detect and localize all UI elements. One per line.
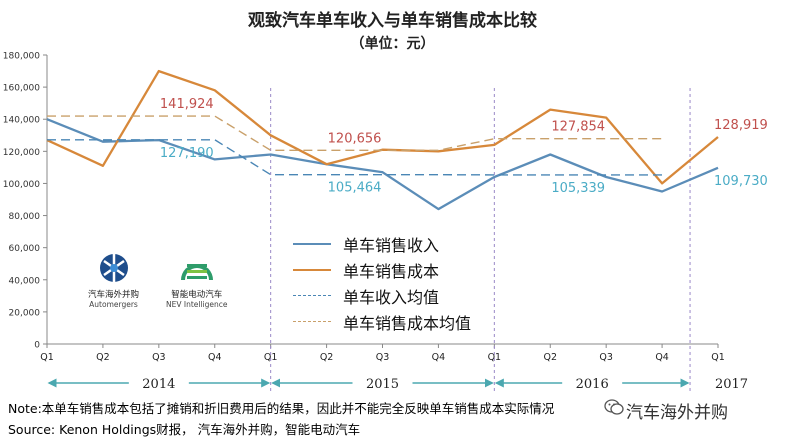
data-label: 105,339: [551, 181, 605, 196]
data-label: 127,190: [160, 146, 214, 161]
chart-subtitle: （单位：元）: [350, 36, 435, 52]
nev-logo-en: NEV Intelligence: [166, 300, 228, 309]
footnote: Note:本单车销售成本包括了摊销和折旧费用后的结果，因此并不能完全反映单车销售…: [8, 401, 555, 416]
automergers-logo-cn: 汽车海外并购: [88, 290, 140, 300]
y-tick-label: 20,000: [9, 308, 41, 318]
x-tick-label: Q3: [599, 352, 613, 363]
series-line-2: [47, 139, 663, 176]
x-tick-label: Q1: [711, 352, 725, 363]
x-tick-label: Q2: [96, 352, 110, 363]
data-label: 120,656: [328, 131, 382, 146]
y-tick-label: 60,000: [9, 244, 41, 254]
data-label: 127,854: [551, 120, 605, 135]
automergers-logo-icon: [99, 254, 128, 282]
nev-logo: 智能电动汽车 NEV Intelligence: [166, 252, 228, 309]
year-label: 2016: [576, 377, 609, 392]
y-tick-label: 180,000: [3, 52, 40, 62]
y-tick-label: 100,000: [3, 180, 40, 190]
y-tick-label: 160,000: [3, 84, 40, 94]
x-tick-label: Q1: [40, 352, 54, 363]
legend-swatch-revenue: [293, 243, 331, 245]
data-label: 109,730: [714, 174, 768, 189]
year-label: 2017: [715, 377, 748, 392]
data-label: 128,919: [714, 118, 768, 133]
x-tick-label: Q4: [655, 352, 669, 363]
series-line-1: [46, 69, 719, 185]
data-label: 141,924: [160, 97, 214, 112]
x-tick-label: Q1: [488, 352, 502, 363]
axes: 0 20,000 40,000 60,000 80,000 100,000 120,000 1…: [3, 52, 725, 364]
legend-label: 单车销售成本均值: [343, 314, 472, 333]
nev-logo-icon: [180, 264, 213, 280]
y-tick-label: 80,000: [9, 212, 41, 222]
automergers-logo: 汽车海外并购 Automergers: [88, 252, 139, 309]
series-layer: [46, 69, 719, 211]
x-tick-label: Q3: [376, 352, 390, 363]
legend-label: 单车销售成本: [343, 262, 440, 281]
annotation-layer: 141,924 127,190 120,656 105,464 127,854 105,3…: [160, 97, 768, 196]
x-tick-label: Q3: [152, 352, 166, 363]
automergers-logo-en: Automergers: [89, 300, 138, 309]
data-label: 105,464: [328, 181, 382, 196]
year-separators: [270, 88, 691, 391]
y-tick-label: 40,000: [9, 276, 41, 286]
series-line-3: [47, 115, 663, 152]
y-tick-label: 0: [34, 341, 40, 351]
series-line-0: [46, 118, 719, 211]
wechat-icon: [604, 399, 624, 415]
legend-swatch-cost: [293, 269, 331, 271]
legend-swatch-revenue-avg: [293, 295, 331, 296]
year-label: 2014: [142, 377, 175, 392]
y-tick-label: 120,000: [3, 148, 40, 158]
source-note: Source: Kenon Holdings财报， 汽车海外并购，智能电动汽车: [8, 422, 361, 437]
x-tick-label: Q1: [264, 352, 278, 363]
watermark: 汽车海外并购: [626, 403, 728, 423]
legend-label: 单车销售收入: [343, 236, 440, 255]
x-tick-label: Q4: [208, 352, 222, 363]
year-axis: 2014 2015 2016 2017: [47, 377, 748, 392]
y-tick-label: 140,000: [3, 116, 40, 126]
x-tick-label: Q4: [432, 352, 446, 363]
chart-title: 观致汽车单车收入与单车销售成本比较: [248, 11, 537, 31]
legend-swatch-cost-avg: [293, 321, 331, 322]
x-tick-label: Q2: [320, 352, 334, 363]
legend-label: 单车收入均值: [343, 288, 440, 307]
x-tick-label: Q2: [543, 352, 557, 363]
year-label: 2015: [366, 377, 399, 392]
nev-logo-cn: 智能电动汽车: [171, 290, 223, 300]
